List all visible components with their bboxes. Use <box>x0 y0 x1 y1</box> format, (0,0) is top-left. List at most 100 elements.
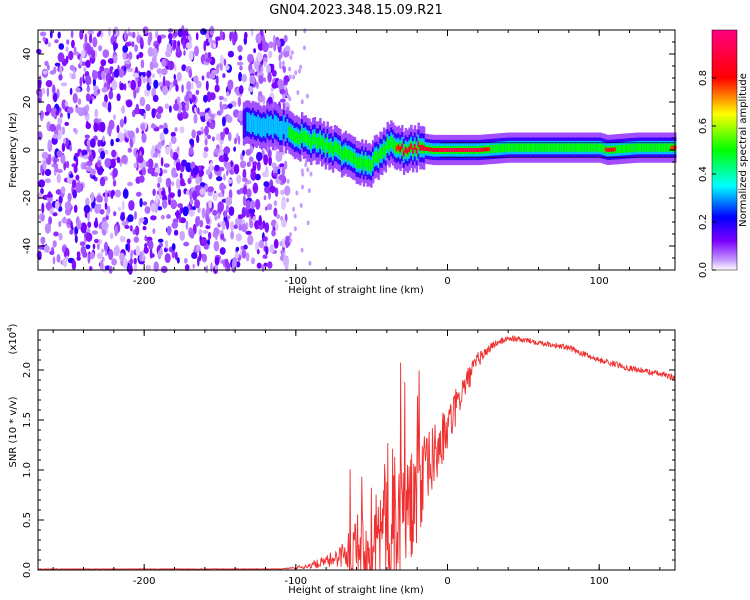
noise-blob <box>139 37 144 46</box>
noise-blob <box>210 113 215 121</box>
noise-blob <box>153 152 159 158</box>
ridge-cell <box>614 147 617 152</box>
noise-blob <box>296 90 300 96</box>
noise-blob <box>71 39 75 49</box>
noise-blob <box>80 222 87 234</box>
noise-blob <box>245 149 252 156</box>
noise-blob <box>220 233 225 240</box>
noise-blob <box>56 253 61 263</box>
ridge-cell <box>388 140 391 152</box>
ridge-cell <box>419 145 422 151</box>
noise-blob <box>115 138 120 143</box>
noise-blob <box>218 167 225 172</box>
colorbar-ticks: 0.0 0.2 0.4 0.6 0.8 <box>698 70 716 278</box>
colorbar: 0.0 0.2 0.4 0.6 0.8 Normalized spectral ampl… <box>698 29 749 278</box>
ridge-cell <box>475 148 479 152</box>
noise-blob <box>218 155 226 163</box>
noise-blob <box>268 155 272 166</box>
noise-blob <box>126 32 134 37</box>
noise-blob <box>98 45 103 52</box>
ridge-cell <box>435 148 439 152</box>
ridge-cell <box>526 143 530 152</box>
noise-blob <box>187 177 192 185</box>
noise-blob <box>75 182 83 193</box>
noise-blob <box>283 34 288 43</box>
ridge-cell <box>266 114 269 134</box>
y-tick-label: 0.5 <box>22 512 33 528</box>
noise-blob <box>79 76 83 87</box>
noise-blob <box>260 66 264 73</box>
noise-blob <box>263 154 269 166</box>
ridge-cell <box>413 144 417 150</box>
noise-blob <box>124 29 127 41</box>
noise-blob <box>205 57 212 63</box>
ridge-cell <box>592 143 595 152</box>
noise-blob <box>149 248 153 259</box>
ridge-cell <box>557 143 560 152</box>
noise-blob <box>258 91 263 97</box>
noise-blob <box>207 52 212 59</box>
ridge-cell <box>652 143 655 152</box>
noise-blob <box>111 149 117 158</box>
noise-blob <box>79 241 86 246</box>
ridge-cell <box>331 145 335 157</box>
figure-title: GN04.2023.348.15.09.R21 <box>269 3 443 18</box>
noise-blob <box>155 195 159 205</box>
x-tick-label: 100 <box>590 576 609 587</box>
noise-blob <box>294 70 298 76</box>
noise-blob <box>276 39 281 48</box>
noise-blob <box>279 98 286 103</box>
ridge-cell <box>657 143 661 152</box>
y-tick-label: 1.0 <box>22 462 33 478</box>
noise-blob <box>196 134 200 144</box>
noise-blob <box>248 156 254 163</box>
noise-blob <box>93 122 99 133</box>
noise-blob <box>69 144 72 152</box>
noise-blob <box>162 85 169 96</box>
noise-blob <box>97 88 101 95</box>
noise-blob <box>41 213 45 222</box>
ridge-cell <box>504 143 508 152</box>
noise-blob <box>195 89 200 95</box>
noise-blob <box>137 155 144 164</box>
ridge-cell <box>481 147 484 152</box>
noise-blob <box>157 106 164 114</box>
ridge-cell <box>579 143 582 152</box>
ridge-cell <box>588 143 591 152</box>
colorbar-tick-label: 0.0 <box>698 262 709 278</box>
ridge-cell <box>463 148 466 152</box>
noise-blob <box>133 162 138 169</box>
noise-blob <box>101 87 108 93</box>
ridge-cell <box>281 120 284 141</box>
noise-blob <box>127 130 135 139</box>
noise-blob <box>157 176 163 184</box>
noise-blob <box>134 44 138 52</box>
noise-blob <box>156 149 161 154</box>
noise-blob <box>112 167 118 178</box>
noise-blob <box>54 62 61 67</box>
noise-blob <box>121 200 125 211</box>
noise-blob <box>199 220 204 228</box>
noise-blob <box>275 221 279 231</box>
noise-blob <box>246 188 252 198</box>
noise-blob <box>70 30 74 39</box>
noise-blob <box>85 197 90 207</box>
ridge-cell <box>628 144 631 153</box>
y-tick-label: -20 <box>22 190 33 206</box>
noise-blob <box>96 160 102 168</box>
noise-blob <box>112 179 117 187</box>
noise-blob <box>160 157 164 167</box>
noise-blob <box>107 101 112 113</box>
ridge-cell <box>259 117 262 137</box>
ridge-cell <box>566 143 570 152</box>
ridge-cell <box>543 143 546 152</box>
noise-blob <box>300 247 304 253</box>
noise-blob <box>238 85 244 95</box>
noise-blob <box>226 115 233 124</box>
noise-blob <box>209 72 216 80</box>
noise-blob <box>241 223 248 233</box>
noise-blob <box>69 87 73 96</box>
noise-blob <box>256 262 262 269</box>
noise-blob <box>86 139 92 147</box>
noise-blob <box>134 211 137 220</box>
